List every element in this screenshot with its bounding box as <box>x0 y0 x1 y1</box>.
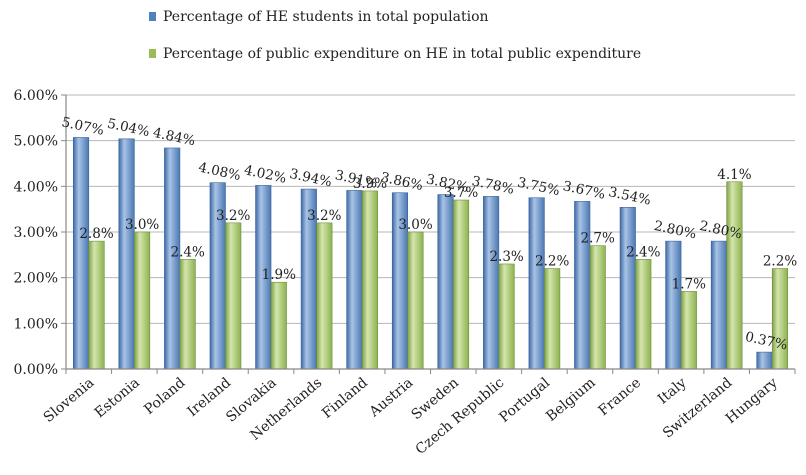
legend-swatch-1 <box>149 12 156 21</box>
y-tick-label: 3.00% <box>14 225 58 241</box>
bar-expenditure-slovenia <box>88 240 105 370</box>
y-tick-label: 1.00% <box>14 316 58 332</box>
bar-students-hungary <box>756 351 773 370</box>
category-label: Finland <box>319 375 371 422</box>
data-label: 2.80% <box>652 218 697 243</box>
bar-students-italy <box>665 240 682 370</box>
y-tick-label: 2.00% <box>14 271 58 287</box>
category-label: Estonia <box>92 375 143 422</box>
bar-expenditure-estonia <box>134 231 151 370</box>
legend-label-1: Percentage of HE students in total popul… <box>163 9 489 25</box>
data-label: 2.8% <box>79 226 113 242</box>
bar-expenditure-belgium <box>589 245 606 370</box>
category-label: Poland <box>141 375 188 418</box>
bar-expenditure-austria <box>407 231 424 370</box>
bar-expenditure-slovakia <box>270 281 287 370</box>
bar-students-france <box>619 207 636 370</box>
bar-expenditure-sweden <box>452 199 470 370</box>
legend-swatch-2 <box>149 49 156 58</box>
data-label: 3.2% <box>307 208 341 224</box>
category-label: Belgium <box>543 375 598 425</box>
data-label: 2.3% <box>489 249 523 265</box>
bars <box>72 137 789 370</box>
data-label: 3.75% <box>516 175 561 200</box>
bar-expenditure-italy <box>680 291 697 370</box>
data-label: 1.9% <box>262 267 296 283</box>
legend-label-2: Percentage of public expenditure on HE i… <box>163 46 641 62</box>
bar-students-switzerland <box>710 240 727 370</box>
data-label: 3.7% <box>444 185 478 201</box>
category-label: Italy <box>655 375 690 408</box>
y-tick-label: 0.00% <box>14 362 58 378</box>
data-label: 3.9% <box>353 176 387 192</box>
data-label: 3.54% <box>607 184 652 209</box>
y-axis-ticks: 0.00% 1.00% 2.00% 3.00% 4.00% 5.00% 6.00% <box>14 88 58 378</box>
bar-expenditure-poland <box>179 259 196 370</box>
data-label: 4.84% <box>151 125 196 150</box>
legend: Percentage of HE students in total popul… <box>149 9 641 62</box>
category-label: Austria <box>366 375 416 421</box>
data-label: 5.04% <box>106 116 151 141</box>
y-tick-label: 5.00% <box>14 134 58 150</box>
data-label: 4.08% <box>197 160 242 185</box>
data-label: 3.67% <box>561 178 606 203</box>
bar-expenditure-hungary <box>771 268 789 370</box>
data-label: 3.0% <box>125 217 159 233</box>
category-label: Hungary <box>723 375 781 427</box>
category-label: Portugal <box>496 374 553 425</box>
axes <box>65 95 796 374</box>
data-label: 4.02% <box>242 162 287 187</box>
data-label: 2.2% <box>535 254 569 270</box>
bar-expenditure-ireland <box>225 222 242 370</box>
y-tick-label: 4.00% <box>14 179 58 195</box>
bar-expenditure-czech-republic <box>498 263 515 370</box>
data-label: 3.2% <box>216 208 250 224</box>
bar-expenditure-switzerland <box>726 181 743 370</box>
category-labels: SloveniaEstoniaPolandIrelandSlovakiaNeth… <box>41 374 781 457</box>
data-label: 5.07% <box>60 114 105 139</box>
bar-expenditure-france <box>635 259 652 370</box>
data-label: 3.0% <box>398 217 432 233</box>
data-label: 2.4% <box>626 244 660 260</box>
bar-students-sweden <box>437 194 454 370</box>
bar-students-estonia <box>118 138 135 370</box>
data-label: 4.1% <box>717 167 751 183</box>
bar-expenditure-netherlands <box>316 222 333 370</box>
data-label: 2.4% <box>171 244 205 260</box>
data-label: 2.7% <box>581 231 615 247</box>
bar-expenditure-portugal <box>544 268 561 370</box>
bar-students-belgium <box>574 201 591 370</box>
category-label: France <box>596 375 645 419</box>
bar-expenditure-finland <box>361 190 378 370</box>
data-label: 2.2% <box>763 254 797 270</box>
bar-students-finland <box>346 190 363 370</box>
bar-students-czech-republic <box>483 196 500 370</box>
y-tick-label: 6.00% <box>14 88 58 104</box>
category-label: Slovenia <box>41 375 98 426</box>
bar-students-portugal <box>528 197 545 370</box>
data-label: 1.7% <box>672 276 706 292</box>
bar-students-slovenia <box>72 137 90 370</box>
